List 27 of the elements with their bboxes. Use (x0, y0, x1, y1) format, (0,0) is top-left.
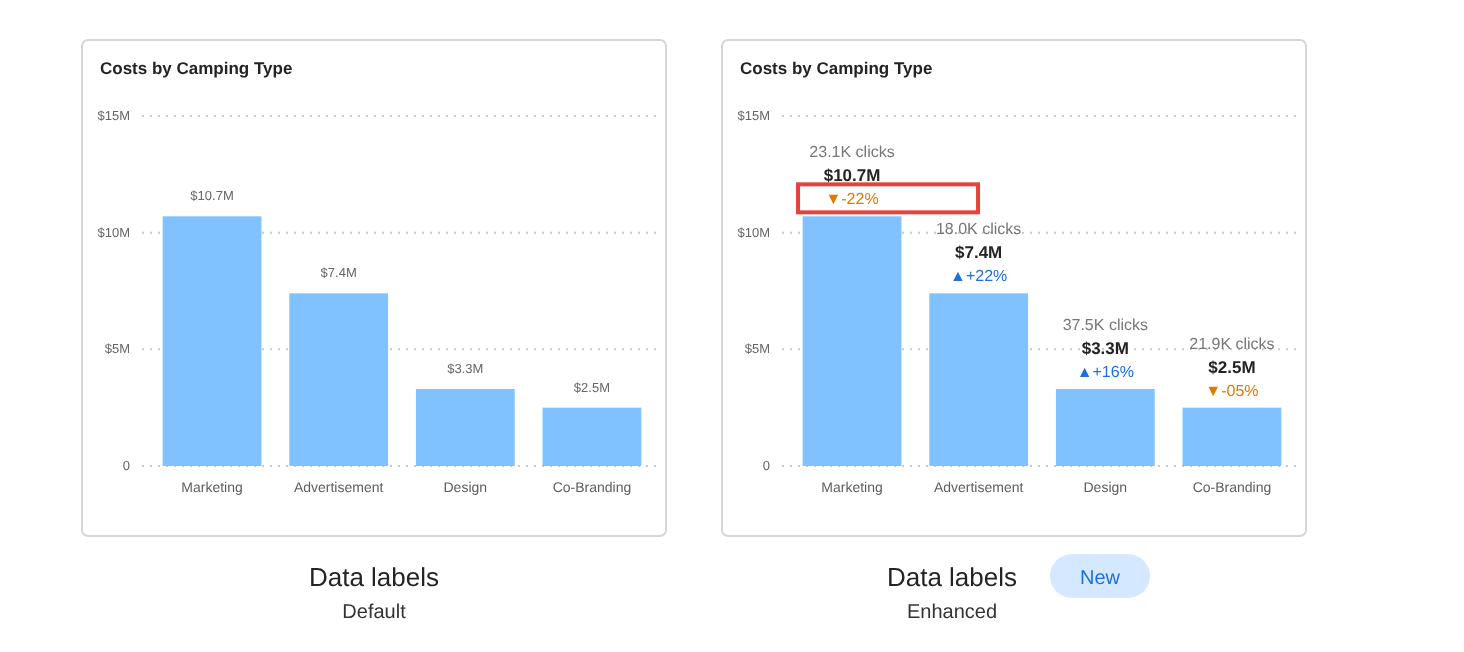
chart-title: Costs by Camping Type (100, 58, 293, 78)
data-label: $2.5M (1208, 356, 1256, 377)
bar (1182, 407, 1282, 466)
annotation: 21.9K clicks (1189, 334, 1275, 353)
annotation: 18.0K clicks (936, 220, 1022, 239)
bar (415, 389, 515, 466)
text: Data labels (886, 562, 1019, 592)
annotation: ▲+22% (950, 267, 1008, 286)
bar (802, 216, 902, 466)
text: Data labels (308, 562, 441, 592)
annotation: ▼-05% (1205, 381, 1259, 400)
annotation: 37.5K clicks (1062, 316, 1148, 334)
annotation: ▲+16% (1076, 363, 1134, 381)
badge-pill: New (1050, 554, 1150, 598)
data-label: $7.4M (955, 242, 1003, 263)
text: Enhanced (906, 602, 998, 624)
chart-title: Costs by Camping Type (740, 58, 933, 78)
bar (929, 293, 1029, 466)
bar (1055, 389, 1155, 466)
data-label: $3.3M (1081, 338, 1129, 358)
bar (542, 407, 642, 466)
bar (289, 293, 389, 466)
text: Default (342, 602, 407, 624)
annotation: 23.1K clicks (809, 143, 895, 162)
annotation: ▼-22% (825, 190, 879, 209)
data-label: $10.7M (823, 165, 881, 186)
bar (162, 216, 262, 466)
